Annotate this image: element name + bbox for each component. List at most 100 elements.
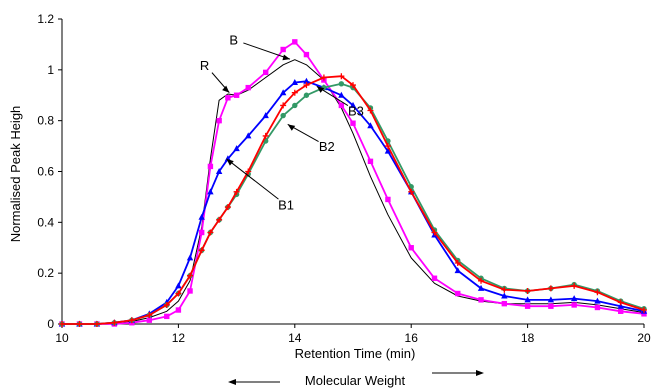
point-b1 bbox=[594, 297, 601, 304]
point-b3 bbox=[547, 285, 554, 292]
point-b3 bbox=[128, 317, 135, 324]
point-b bbox=[146, 317, 152, 323]
point-b3 bbox=[111, 319, 118, 326]
annotation-b2: B2 bbox=[287, 123, 335, 154]
annotation-b1: B1 bbox=[226, 158, 294, 213]
y-axis-label: Normalised Peak Heigh bbox=[8, 106, 23, 243]
annotation-label: R bbox=[200, 58, 209, 73]
point-b3 bbox=[187, 272, 194, 279]
point-b1 bbox=[279, 89, 287, 96]
point-b2 bbox=[338, 81, 345, 87]
point-b bbox=[280, 46, 286, 53]
point-b bbox=[431, 275, 438, 281]
point-b3 bbox=[431, 229, 438, 236]
point-b bbox=[187, 288, 193, 294]
x-tick-label: 14 bbox=[288, 331, 302, 345]
point-b bbox=[216, 117, 222, 124]
point-b bbox=[548, 303, 554, 309]
x-tick-label: 12 bbox=[172, 331, 186, 345]
point-b3 bbox=[245, 168, 252, 175]
point-b1 bbox=[207, 188, 214, 195]
point-b1 bbox=[175, 282, 182, 289]
point-b3 bbox=[524, 287, 531, 294]
point-b bbox=[618, 308, 624, 314]
point-b1 bbox=[198, 213, 205, 220]
series-r bbox=[62, 59, 645, 325]
point-b bbox=[292, 39, 298, 45]
annotation-b3: B3 bbox=[316, 85, 364, 119]
point-b1 bbox=[245, 132, 252, 139]
y-tick-label: 0.2 bbox=[37, 266, 54, 280]
point-b3 bbox=[384, 143, 391, 150]
point-b bbox=[303, 51, 310, 58]
annotation-r: R bbox=[200, 58, 230, 93]
y-tick-label: 1.2 bbox=[37, 12, 54, 26]
annotation-label: B bbox=[229, 32, 238, 47]
point-b3 bbox=[408, 188, 415, 195]
point-b3 bbox=[216, 216, 223, 223]
point-b1 bbox=[303, 77, 310, 84]
arrowhead-icon bbox=[287, 124, 296, 131]
molecular-weight-label: Molecular Weight bbox=[305, 373, 406, 388]
point-b bbox=[367, 158, 374, 165]
point-b3 bbox=[233, 188, 240, 195]
annotation-pointer bbox=[226, 158, 279, 200]
point-b3 bbox=[338, 73, 345, 80]
arrowhead-icon bbox=[226, 158, 234, 166]
point-b1 bbox=[215, 168, 223, 174]
point-b3 bbox=[478, 277, 485, 284]
point-b1 bbox=[291, 79, 298, 86]
point-b bbox=[478, 297, 484, 303]
point-b1 bbox=[524, 296, 531, 303]
point-b3 bbox=[454, 260, 461, 266]
point-b bbox=[641, 311, 647, 317]
point-b3 bbox=[303, 82, 310, 89]
point-b1 bbox=[384, 147, 392, 154]
point-b3 bbox=[146, 312, 153, 319]
point-b bbox=[245, 84, 251, 91]
annotation-b: B bbox=[229, 32, 291, 61]
point-b bbox=[350, 120, 356, 126]
point-b bbox=[524, 303, 531, 309]
point-b1 bbox=[454, 267, 461, 274]
left-arrow-icon bbox=[228, 379, 280, 385]
point-b bbox=[338, 102, 345, 109]
x-tick-label: 16 bbox=[405, 331, 419, 345]
x-tick-label: 20 bbox=[637, 331, 651, 345]
y-tick-label: 0 bbox=[47, 317, 54, 331]
y-tick-label: 0.4 bbox=[37, 215, 54, 229]
point-b bbox=[408, 245, 414, 251]
point-b3 bbox=[350, 82, 356, 89]
point-b bbox=[198, 229, 205, 236]
point-b1 bbox=[570, 295, 578, 302]
point-b2 bbox=[303, 92, 310, 98]
point-b3 bbox=[641, 307, 647, 314]
point-b1 bbox=[367, 122, 374, 129]
x-tick-label: 10 bbox=[55, 331, 69, 345]
right-arrow-icon bbox=[432, 370, 484, 376]
point-b3 bbox=[59, 321, 65, 327]
point-b bbox=[207, 163, 214, 170]
point-b3 bbox=[93, 321, 100, 327]
series-line-r bbox=[62, 59, 645, 325]
point-b3 bbox=[224, 204, 231, 211]
point-b3 bbox=[571, 282, 578, 289]
point-b2 bbox=[280, 112, 286, 119]
x-axis-label: Retention Time (min) bbox=[295, 346, 416, 361]
series-layer bbox=[58, 39, 648, 327]
arrowhead-icon bbox=[282, 54, 290, 61]
point-b3 bbox=[175, 290, 182, 297]
y-tick-label: 0.8 bbox=[37, 114, 54, 128]
annotation-pointer bbox=[243, 42, 291, 60]
x-tick-label: 18 bbox=[521, 331, 535, 345]
annotation-label: B1 bbox=[278, 198, 294, 213]
point-b3 bbox=[198, 247, 205, 254]
arrowhead-icon bbox=[222, 85, 230, 93]
series-b1 bbox=[58, 77, 648, 327]
point-b3 bbox=[501, 286, 508, 293]
point-b bbox=[164, 313, 170, 320]
point-b1 bbox=[617, 302, 624, 309]
axes: 0 0.2 0.4 0.6 0.8 1 1.2 10 12 14 16 18 20 bbox=[37, 12, 651, 345]
annotation-label: B2 bbox=[319, 139, 335, 154]
